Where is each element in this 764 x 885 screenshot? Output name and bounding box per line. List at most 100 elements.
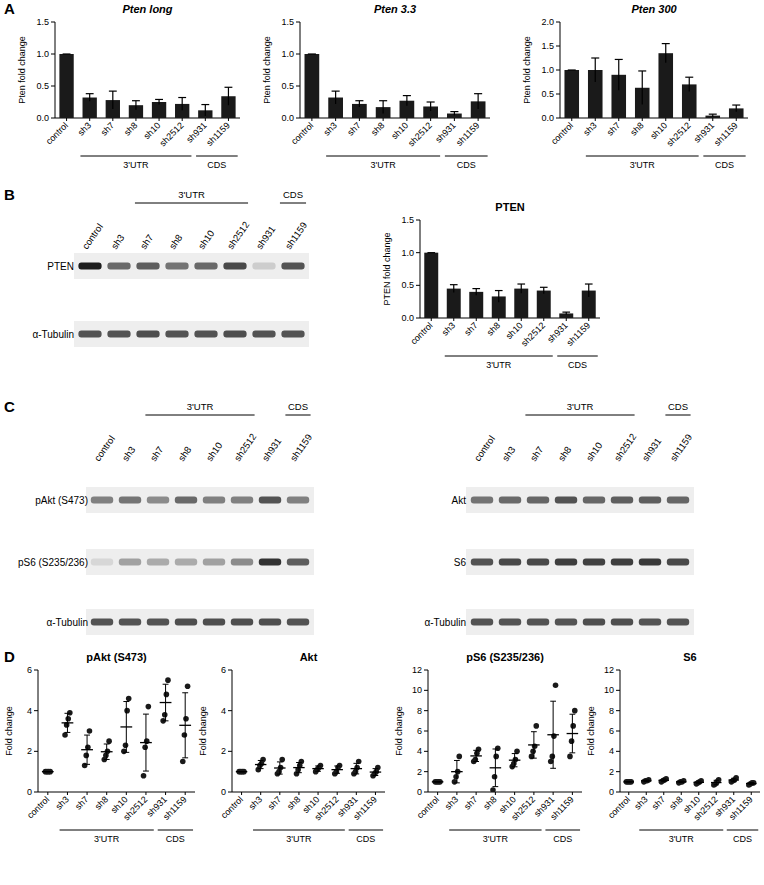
- bar: [537, 291, 551, 318]
- lane-label: sh1159: [668, 432, 694, 463]
- blot-strip: [466, 609, 694, 635]
- y-tick-label: 2: [27, 746, 32, 756]
- band: [175, 559, 197, 566]
- x-tick: [571, 118, 572, 121]
- point: [164, 692, 170, 698]
- group-label: 3'UTR: [187, 401, 214, 412]
- point: [62, 732, 68, 738]
- point: [492, 774, 498, 780]
- row-label: Akt: [452, 495, 467, 506]
- error-bar: [315, 766, 321, 771]
- y-tick-label: 8: [609, 706, 614, 716]
- point: [570, 723, 576, 729]
- mean-line: [676, 781, 687, 782]
- group-line: [665, 415, 690, 416]
- x-tick: [298, 792, 299, 795]
- mean-line: [694, 782, 705, 783]
- error-bar: [403, 96, 411, 106]
- y-tick-label: 4: [27, 706, 32, 716]
- band: [611, 559, 633, 566]
- error-bar: [474, 94, 482, 109]
- x-tick: [47, 792, 48, 795]
- error-bar: [178, 98, 186, 111]
- y-tick: [616, 690, 620, 691]
- point: [126, 696, 132, 702]
- error-bar: [258, 760, 264, 768]
- group-label: CDS: [568, 360, 587, 370]
- x-tick: [406, 118, 407, 121]
- error-bar: [355, 101, 363, 107]
- error-bar: [109, 91, 117, 109]
- chart: PTENPTEN fold change0.00.51.01.5controls…: [382, 201, 600, 370]
- band: [667, 559, 689, 566]
- band: [203, 619, 225, 626]
- blot: controlsh3sh7sh8sh10sh2512sh931sh11593'U…: [424, 401, 694, 635]
- chart: Pten 3.3Pten fold change0.00.51.01.5cont…: [262, 3, 490, 170]
- band: [223, 263, 246, 270]
- band: [259, 619, 281, 626]
- x-tick-label: sh3: [632, 794, 649, 811]
- band: [667, 619, 689, 626]
- y-tick-label: 1.0: [401, 248, 414, 258]
- x-tick-label: sh3: [54, 794, 71, 811]
- y-tick: [34, 751, 38, 752]
- x-tick-label: sh2512: [158, 120, 186, 148]
- group-line: [285, 415, 310, 416]
- x-tick: [135, 118, 136, 121]
- error-bar: [296, 763, 302, 773]
- y-axis: [232, 670, 233, 792]
- group-label: CDS: [166, 834, 185, 844]
- y-tick-label: 0: [221, 787, 226, 797]
- y-tick-label: 0: [417, 787, 422, 797]
- error-bar: [472, 289, 480, 296]
- point: [146, 704, 152, 710]
- x-tick: [588, 318, 589, 321]
- x-tick-label: sh7: [462, 794, 479, 811]
- band: [281, 331, 304, 338]
- marks: [424, 253, 595, 318]
- x-tick: [628, 792, 629, 795]
- x-tick: [67, 792, 68, 795]
- y-axis: [38, 670, 39, 792]
- error-bar: [454, 760, 460, 782]
- x-tick: [454, 118, 455, 121]
- group-line: [639, 830, 723, 831]
- lane-label: control: [80, 221, 105, 251]
- marks: [236, 757, 381, 779]
- blot-strip: [86, 609, 314, 635]
- x-tick-label: control: [219, 794, 245, 820]
- group-label: CDS: [457, 160, 476, 170]
- group-line: [158, 830, 193, 831]
- bar: [59, 54, 73, 118]
- x-tick: [553, 792, 554, 795]
- error-bar: [45, 771, 51, 772]
- y-tick: [416, 285, 420, 286]
- y-tick: [228, 751, 232, 752]
- y-axis-label: Fold change: [4, 706, 14, 756]
- chart: pAkt (S473)Fold change0246controlsh3sh7s…: [4, 651, 195, 844]
- band: [259, 497, 281, 504]
- mean-line: [432, 781, 444, 782]
- group-line: [445, 156, 488, 157]
- x-tick-label: sh1159: [454, 120, 481, 147]
- lane-label: control: [92, 433, 117, 463]
- error-bar: [714, 780, 719, 784]
- band: [165, 331, 188, 338]
- band: [78, 263, 101, 270]
- error-bar: [512, 754, 518, 767]
- marks: [564, 44, 743, 118]
- y-tick-label: 0.5: [36, 81, 49, 91]
- group-label: CDS: [733, 834, 752, 844]
- band: [499, 497, 521, 504]
- x-tick-label: sh1159: [161, 794, 188, 821]
- band: [78, 331, 101, 338]
- y-tick-label: 10: [412, 685, 422, 695]
- y-tick: [51, 118, 55, 119]
- x-tick: [646, 792, 647, 795]
- band: [527, 559, 549, 566]
- x-tick-label: sh7: [605, 120, 622, 137]
- lane-label: sh3: [120, 444, 138, 463]
- group-label: 3'UTR: [486, 360, 512, 370]
- x-tick-label: sh8: [285, 794, 302, 811]
- y-tick: [424, 792, 428, 793]
